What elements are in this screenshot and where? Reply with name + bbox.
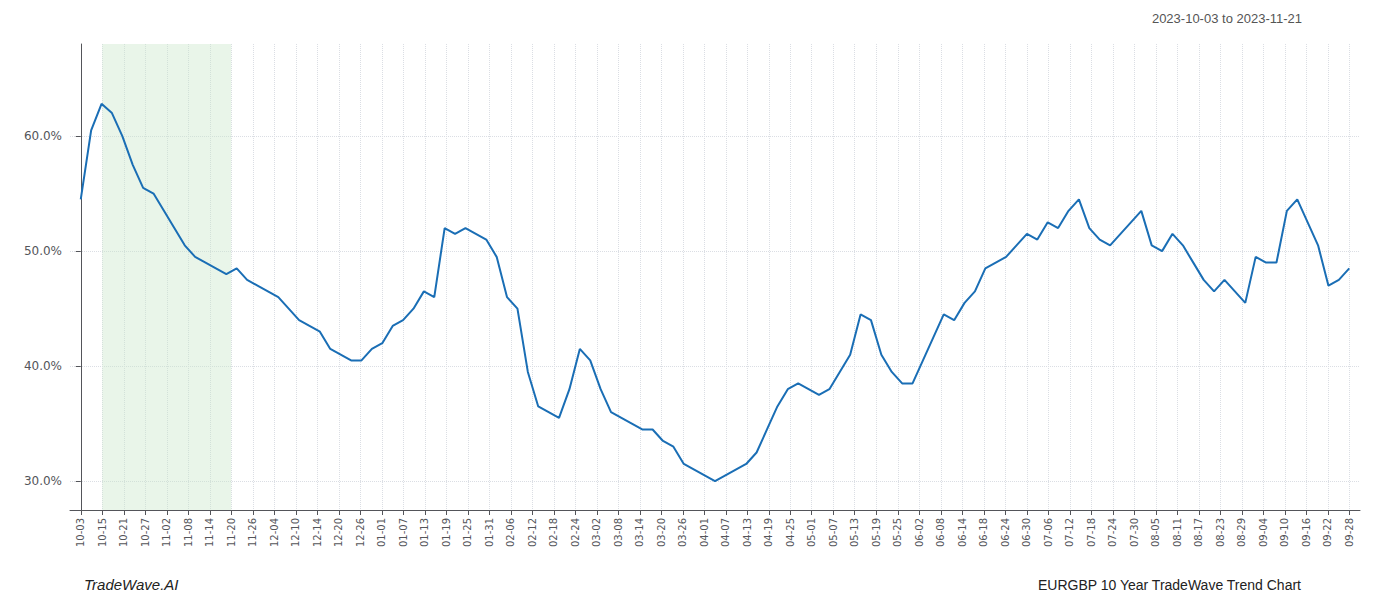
svg-text:04-13: 04-13	[742, 518, 753, 547]
svg-text:06-14: 06-14	[957, 518, 968, 547]
svg-text:04-07: 04-07	[720, 518, 731, 547]
svg-text:06-08: 06-08	[935, 518, 946, 547]
svg-text:03-14: 03-14	[634, 518, 645, 547]
svg-text:05-19: 05-19	[871, 518, 882, 547]
svg-text:10-21: 10-21	[118, 518, 129, 547]
svg-text:03-26: 03-26	[677, 518, 688, 547]
svg-text:09-28: 09-28	[1344, 518, 1355, 547]
svg-text:11-14: 11-14	[204, 518, 215, 547]
svg-text:06-18: 06-18	[978, 518, 989, 547]
svg-text:07-12: 07-12	[1064, 518, 1075, 547]
svg-text:11-20: 11-20	[226, 518, 237, 547]
svg-text:60.0%: 60.0%	[24, 129, 62, 143]
svg-text:08-17: 08-17	[1193, 518, 1204, 547]
svg-text:02-06: 02-06	[505, 518, 516, 547]
svg-text:05-07: 05-07	[828, 518, 839, 547]
svg-text:09-16: 09-16	[1301, 518, 1312, 547]
svg-text:08-23: 08-23	[1215, 518, 1226, 547]
svg-text:01-07: 01-07	[398, 518, 409, 547]
svg-text:07-06: 07-06	[1043, 518, 1054, 547]
svg-text:11-26: 11-26	[247, 518, 258, 547]
svg-text:09-10: 09-10	[1279, 518, 1290, 547]
svg-text:01-13: 01-13	[419, 518, 430, 547]
svg-text:12-10: 12-10	[290, 518, 301, 547]
svg-text:08-11: 08-11	[1172, 518, 1183, 547]
svg-text:2023-10-03 to 2023-11-21: 2023-10-03 to 2023-11-21	[1152, 11, 1302, 26]
svg-text:05-13: 05-13	[849, 518, 860, 547]
svg-text:12-14: 12-14	[312, 518, 323, 547]
svg-text:07-18: 07-18	[1086, 518, 1097, 547]
svg-text:TradeWave.AI: TradeWave.AI	[84, 576, 178, 593]
svg-text:06-02: 06-02	[914, 518, 925, 547]
svg-text:02-12: 02-12	[527, 518, 538, 547]
svg-text:11-02: 11-02	[161, 518, 172, 547]
svg-text:12-04: 12-04	[269, 518, 280, 547]
svg-text:01-25: 01-25	[462, 518, 473, 547]
svg-text:07-24: 07-24	[1107, 518, 1118, 547]
svg-text:01-19: 01-19	[441, 518, 452, 547]
svg-text:04-19: 04-19	[763, 518, 774, 547]
svg-text:50.0%: 50.0%	[24, 244, 62, 258]
svg-text:30.0%: 30.0%	[24, 474, 62, 488]
svg-text:10-03: 10-03	[75, 518, 86, 547]
svg-text:04-01: 04-01	[699, 518, 710, 547]
svg-text:08-05: 08-05	[1150, 518, 1161, 547]
svg-text:02-24: 02-24	[570, 518, 581, 547]
svg-text:07-30: 07-30	[1129, 518, 1140, 547]
svg-text:12-20: 12-20	[333, 518, 344, 547]
svg-text:40.0%: 40.0%	[24, 359, 62, 373]
svg-text:03-08: 03-08	[613, 518, 624, 547]
svg-text:03-20: 03-20	[656, 518, 667, 547]
svg-text:01-01: 01-01	[376, 518, 387, 547]
svg-text:05-25: 05-25	[892, 518, 903, 547]
svg-text:04-25: 04-25	[785, 518, 796, 547]
svg-text:12-26: 12-26	[355, 518, 366, 547]
svg-text:02-18: 02-18	[548, 518, 559, 547]
svg-text:06-24: 06-24	[1000, 518, 1011, 547]
svg-text:05-01: 05-01	[806, 518, 817, 547]
svg-text:EURGBP 10 Year TradeWave Trend: EURGBP 10 Year TradeWave Trend Chart	[1038, 577, 1301, 593]
svg-text:03-02: 03-02	[591, 518, 602, 547]
svg-text:08-29: 08-29	[1236, 518, 1247, 547]
svg-text:10-27: 10-27	[140, 518, 151, 547]
svg-text:06-30: 06-30	[1021, 518, 1032, 547]
svg-text:10-15: 10-15	[97, 518, 108, 547]
svg-text:01-31: 01-31	[484, 518, 495, 547]
svg-text:09-04: 09-04	[1258, 518, 1269, 547]
svg-text:09-22: 09-22	[1322, 518, 1333, 547]
svg-text:11-08: 11-08	[183, 518, 194, 547]
